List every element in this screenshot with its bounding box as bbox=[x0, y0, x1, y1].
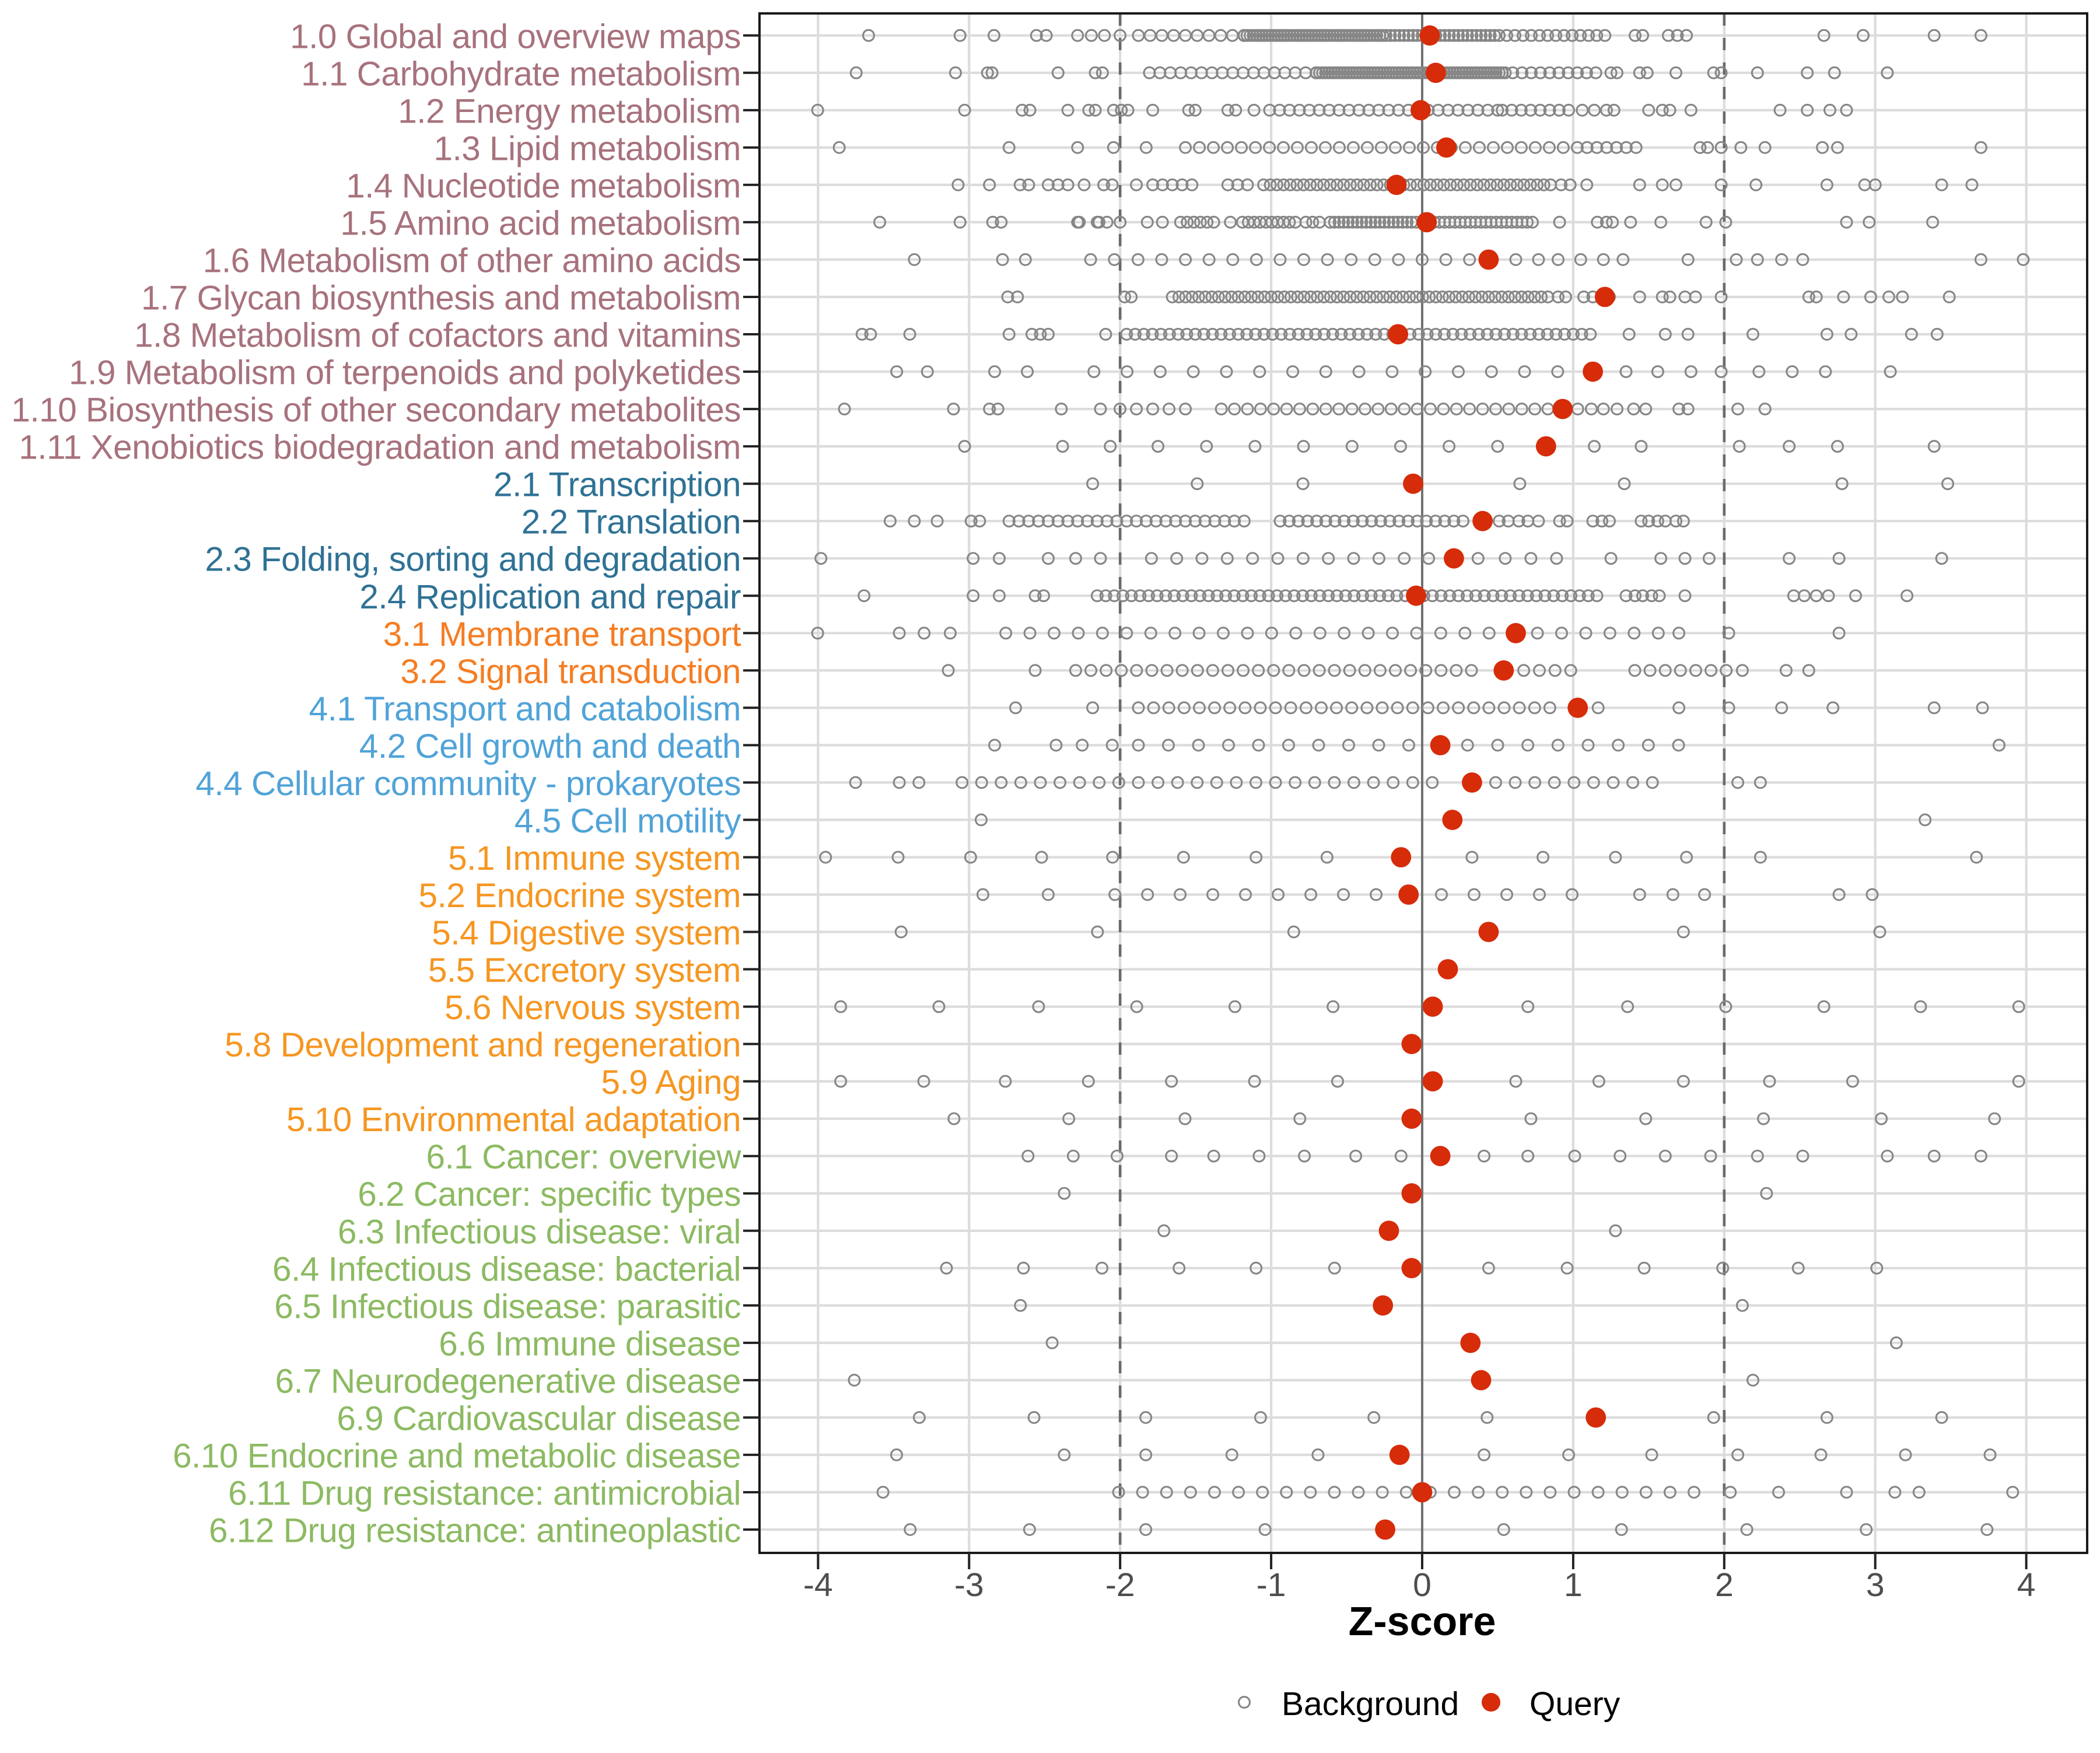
svg-text:6.1 Cancer: overview: 6.1 Cancer: overview bbox=[426, 1138, 742, 1176]
svg-text:1.3 Lipid metabolism: 1.3 Lipid metabolism bbox=[433, 130, 741, 167]
svg-text:5.10 Environmental adaptation: 5.10 Environmental adaptation bbox=[286, 1101, 741, 1139]
svg-text:6.5 Infectious disease: parasi: 6.5 Infectious disease: parasitic bbox=[274, 1287, 741, 1325]
svg-text:4.1 Transport and catabolism: 4.1 Transport and catabolism bbox=[309, 690, 741, 728]
svg-text:1.5 Amino acid metabolism: 1.5 Amino acid metabolism bbox=[340, 204, 741, 242]
svg-text:5.5 Excretory system: 5.5 Excretory system bbox=[428, 951, 741, 989]
svg-text:4.2 Cell growth and death: 4.2 Cell growth and death bbox=[359, 727, 741, 765]
svg-text:1.10 Biosynthesis of other sec: 1.10 Biosynthesis of other secondary met… bbox=[11, 391, 741, 429]
svg-text:1.1 Carbohydrate metabolism: 1.1 Carbohydrate metabolism bbox=[301, 55, 741, 93]
svg-text:1.7 Glycan biosynthesis and me: 1.7 Glycan biosynthesis and metabolism bbox=[141, 279, 741, 317]
svg-text:4.4 Cellular community - proka: 4.4 Cellular community - prokaryotes bbox=[195, 765, 741, 803]
svg-text:1.11 Xenobiotics biodegradatio: 1.11 Xenobiotics biodegradation and meta… bbox=[19, 429, 741, 467]
svg-text:2.3 Folding, sorting and degra: 2.3 Folding, sorting and degradation bbox=[205, 541, 741, 579]
svg-text:6.12 Drug resistance: antineop: 6.12 Drug resistance: antineoplastic bbox=[209, 1512, 741, 1550]
svg-text:6.2 Cancer: specific types: 6.2 Cancer: specific types bbox=[358, 1175, 741, 1213]
svg-text:3.1 Membrane transport: 3.1 Membrane transport bbox=[383, 615, 741, 653]
svg-text:6.7 Neurodegenerative disease: 6.7 Neurodegenerative disease bbox=[275, 1362, 741, 1400]
svg-text:5.6 Nervous system: 5.6 Nervous system bbox=[444, 989, 741, 1027]
svg-text:1.2 Energy metabolism: 1.2 Energy metabolism bbox=[398, 92, 741, 130]
svg-text:-3: -3 bbox=[954, 1566, 984, 1604]
svg-text:1: 1 bbox=[1564, 1566, 1583, 1604]
svg-text:-4: -4 bbox=[803, 1566, 833, 1604]
svg-text:2.4 Replication and repair: 2.4 Replication and repair bbox=[359, 578, 741, 616]
svg-text:-2: -2 bbox=[1105, 1566, 1135, 1604]
svg-text:1.8 Metabolism of cofactors an: 1.8 Metabolism of cofactors and vitamins bbox=[134, 317, 741, 355]
svg-text:5.9 Aging: 5.9 Aging bbox=[601, 1063, 741, 1101]
svg-text:6.9 Cardiovascular disease: 6.9 Cardiovascular disease bbox=[337, 1399, 741, 1437]
svg-text:Z-score: Z-score bbox=[1349, 1598, 1496, 1644]
svg-text:2.2 Translation: 2.2 Translation bbox=[522, 503, 741, 541]
svg-text:5.1 Immune system: 5.1 Immune system bbox=[448, 839, 741, 877]
svg-text:6.6 Immune disease: 6.6 Immune disease bbox=[439, 1325, 741, 1363]
svg-text:3: 3 bbox=[1866, 1566, 1885, 1604]
svg-text:6.11 Drug resistance: antimicr: 6.11 Drug resistance: antimicrobial bbox=[228, 1475, 741, 1513]
svg-text:5.2 Endocrine system: 5.2 Endocrine system bbox=[418, 877, 741, 915]
svg-text:5.8 Development and regenerati: 5.8 Development and regeneration bbox=[225, 1026, 741, 1064]
svg-text:1.0 Global and overview maps: 1.0 Global and overview maps bbox=[290, 18, 741, 55]
svg-text:Query: Query bbox=[1530, 1685, 1620, 1723]
svg-text:2: 2 bbox=[1715, 1566, 1734, 1604]
svg-text:6.4 Infectious disease: bacter: 6.4 Infectious disease: bacterial bbox=[272, 1250, 741, 1288]
svg-text:0: 0 bbox=[1413, 1566, 1432, 1604]
svg-text:4: 4 bbox=[2017, 1566, 2036, 1604]
svg-text:2.1 Transcription: 2.1 Transcription bbox=[494, 466, 741, 504]
svg-text:6.3 Infectious disease: viral: 6.3 Infectious disease: viral bbox=[338, 1213, 741, 1251]
svg-text:5.4 Digestive system: 5.4 Digestive system bbox=[432, 914, 741, 952]
svg-text:-1: -1 bbox=[1256, 1566, 1286, 1604]
svg-text:1.4 Nucleotide metabolism: 1.4 Nucleotide metabolism bbox=[346, 167, 741, 205]
svg-text:1.9 Metabolism of terpenoids a: 1.9 Metabolism of terpenoids and polyket… bbox=[69, 354, 741, 392]
svg-text:6.10 Endocrine and metabolic d: 6.10 Endocrine and metabolic disease bbox=[173, 1437, 741, 1475]
svg-text:1.6 Metabolism of other amino: 1.6 Metabolism of other amino acids bbox=[203, 242, 741, 280]
svg-text:3.2 Signal transduction: 3.2 Signal transduction bbox=[400, 653, 741, 691]
svg-text:Background: Background bbox=[1282, 1685, 1459, 1723]
svg-text:4.5 Cell motility: 4.5 Cell motility bbox=[514, 802, 741, 840]
